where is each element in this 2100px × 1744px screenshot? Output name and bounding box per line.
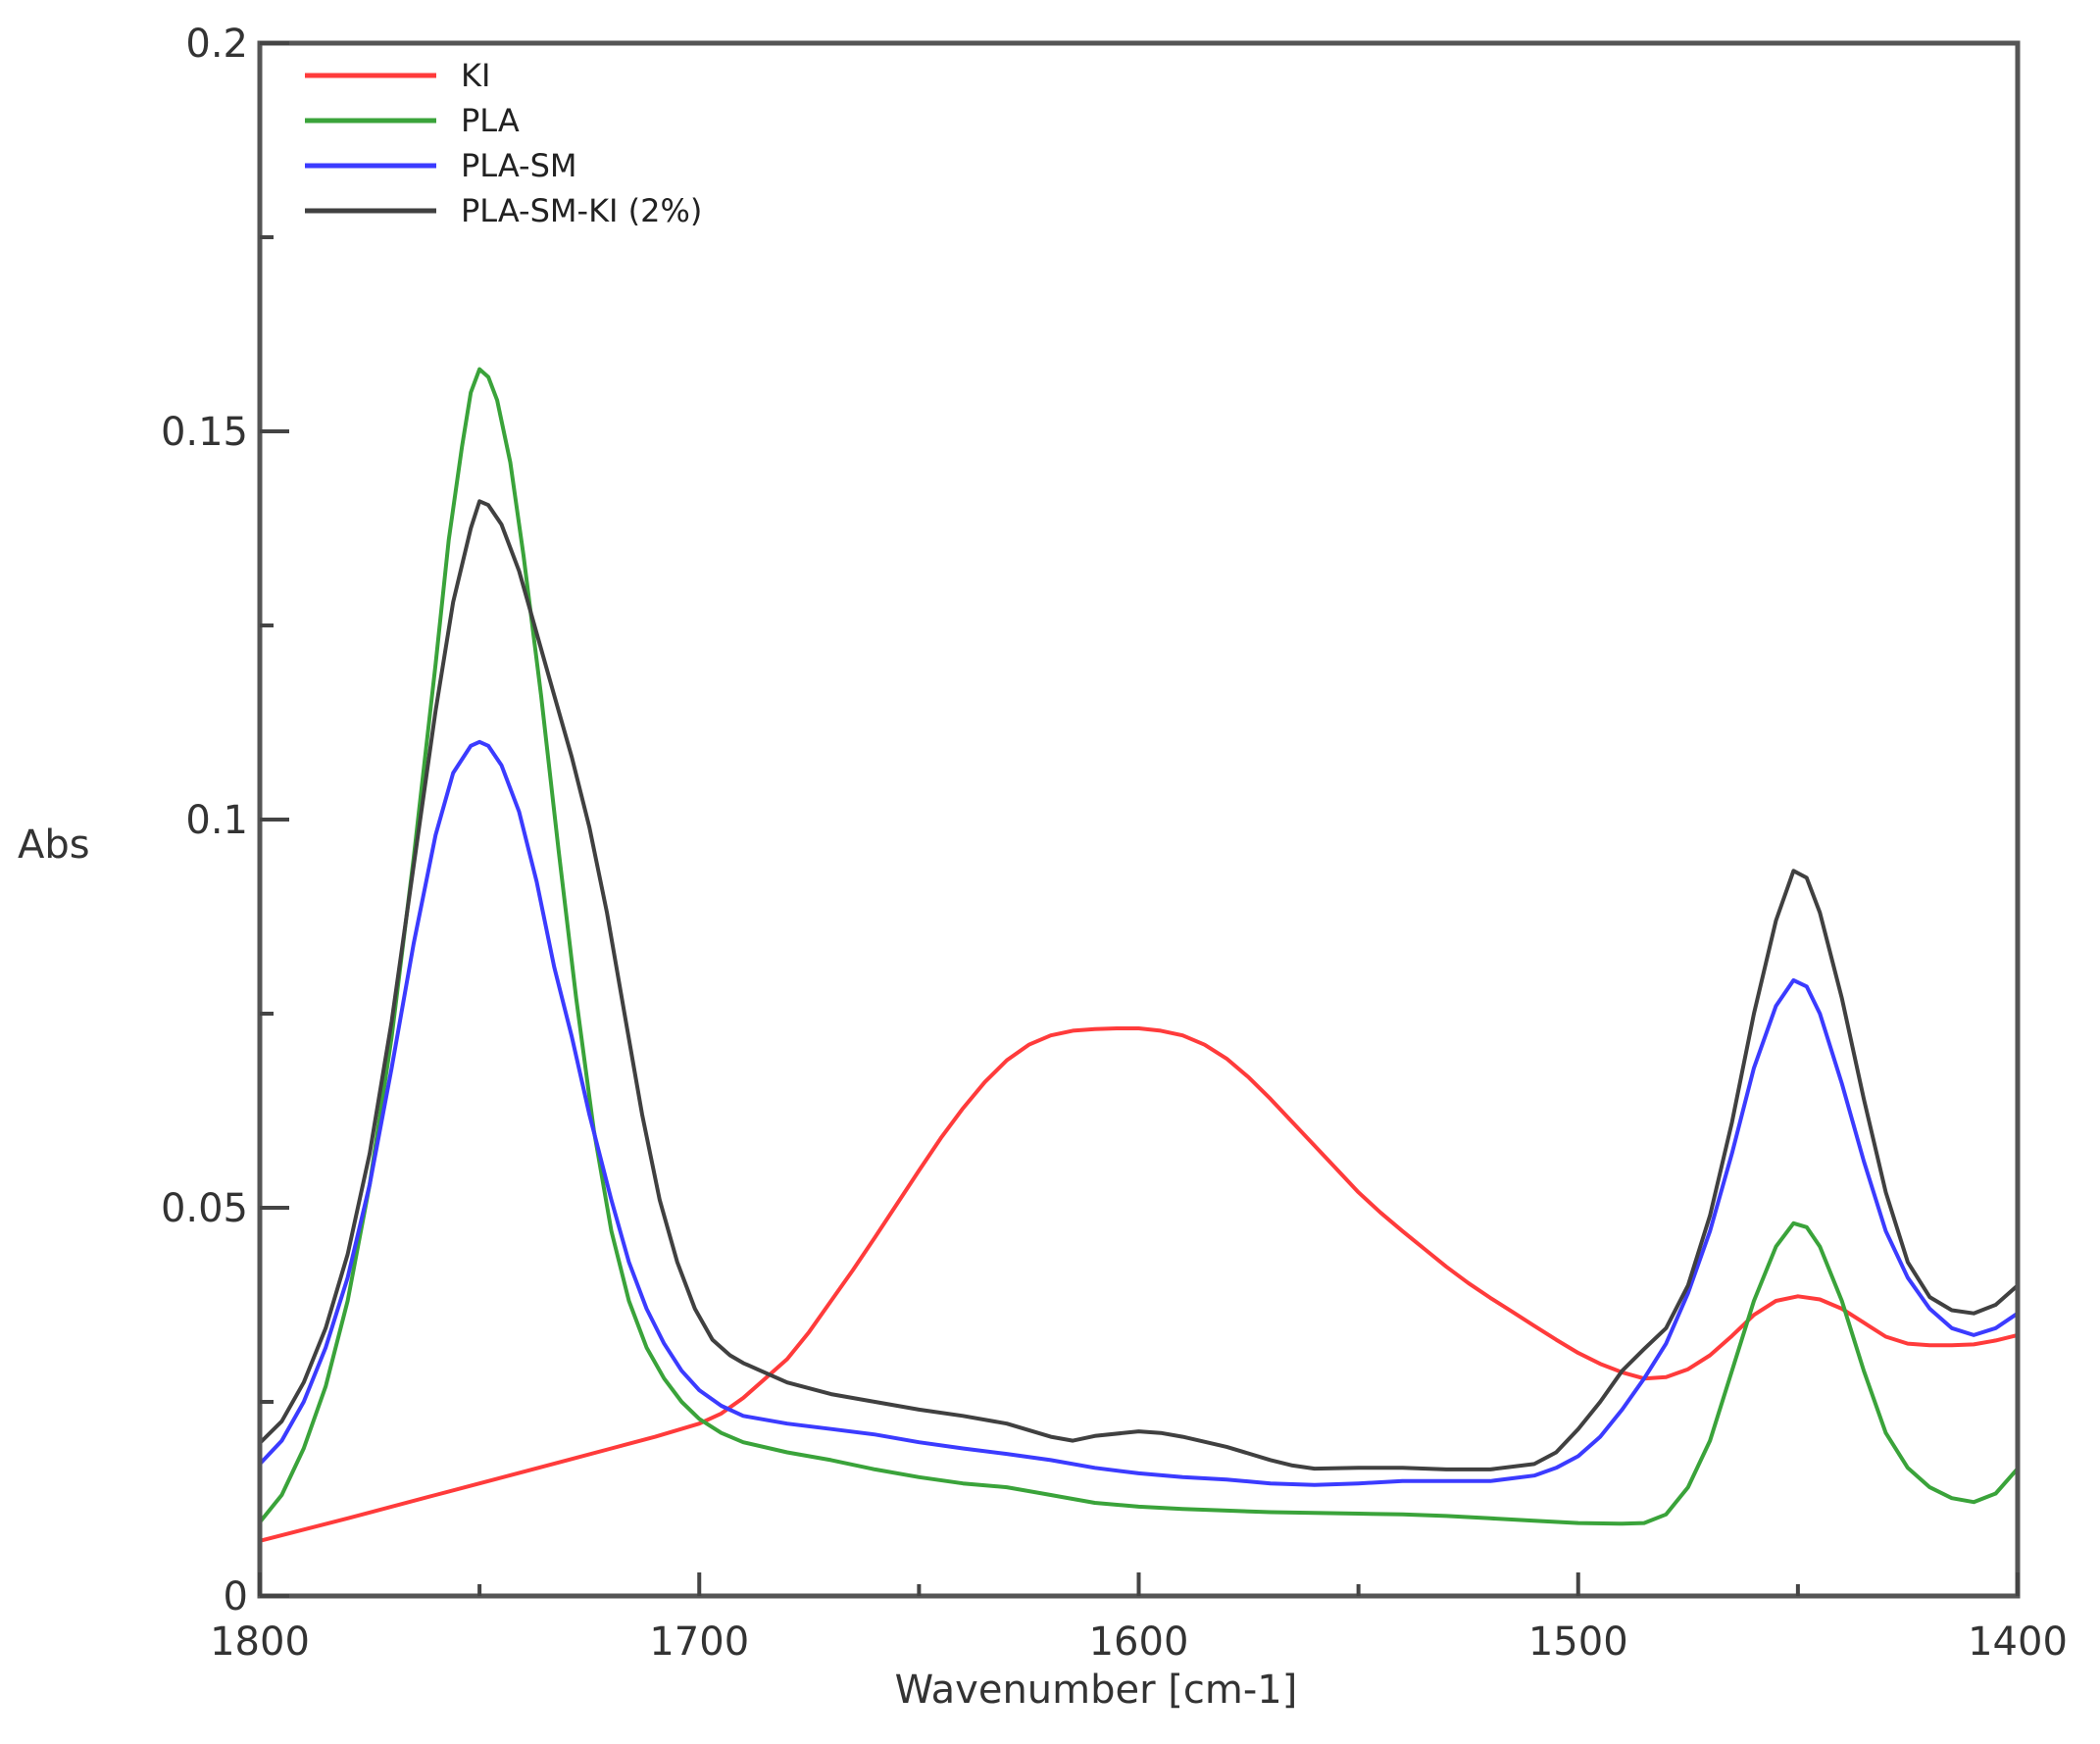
- legend-label: PLA-SM-KI (2%): [461, 192, 702, 229]
- y-axis-title: Abs: [18, 822, 90, 868]
- series-line-ki: [258, 1026, 2020, 1543]
- y-tick-label: 0.15: [161, 410, 248, 455]
- legend-item: PLA-SM: [305, 147, 577, 184]
- y-tick-label: 0.2: [185, 22, 248, 67]
- legend-label: PLA: [461, 102, 520, 139]
- x-tick-label: 1400: [1968, 1619, 2068, 1665]
- x-tick-label: 1500: [1528, 1619, 1628, 1665]
- series-line-pla-sm: [258, 739, 2020, 1487]
- y-tick-label: 0.05: [161, 1186, 248, 1231]
- x-axis-title: Wavenumber [cm-1]: [895, 1668, 1298, 1713]
- series-layer: [258, 367, 2020, 1543]
- plot-border: [257, 40, 2021, 1599]
- legend-label: KI: [461, 57, 490, 94]
- legend-item: KI: [305, 57, 490, 94]
- y-tick-label: 0: [224, 1574, 248, 1619]
- legend-item: PLA-SM-KI (2%): [305, 192, 702, 229]
- legend-item: PLA: [305, 102, 520, 139]
- legend: KI PLA PLA-SM PLA-SM-KI (2%): [305, 57, 702, 229]
- x-tick-label: 1700: [649, 1619, 749, 1665]
- legend-label: PLA-SM: [461, 147, 577, 184]
- plot-frame: [257, 40, 2021, 1599]
- series-line-pla: [258, 367, 2020, 1526]
- x-tick-label: 1800: [210, 1619, 310, 1665]
- series-line-pla-sm-ki-2: [258, 499, 2020, 1471]
- y-tick-label: 0.1: [185, 798, 248, 843]
- x-tick-label: 1600: [1089, 1619, 1189, 1665]
- axis-ticks: 1800 1700 1600 1500 1400 0 0.05 0.1 0.15 0.2: [161, 22, 2068, 1665]
